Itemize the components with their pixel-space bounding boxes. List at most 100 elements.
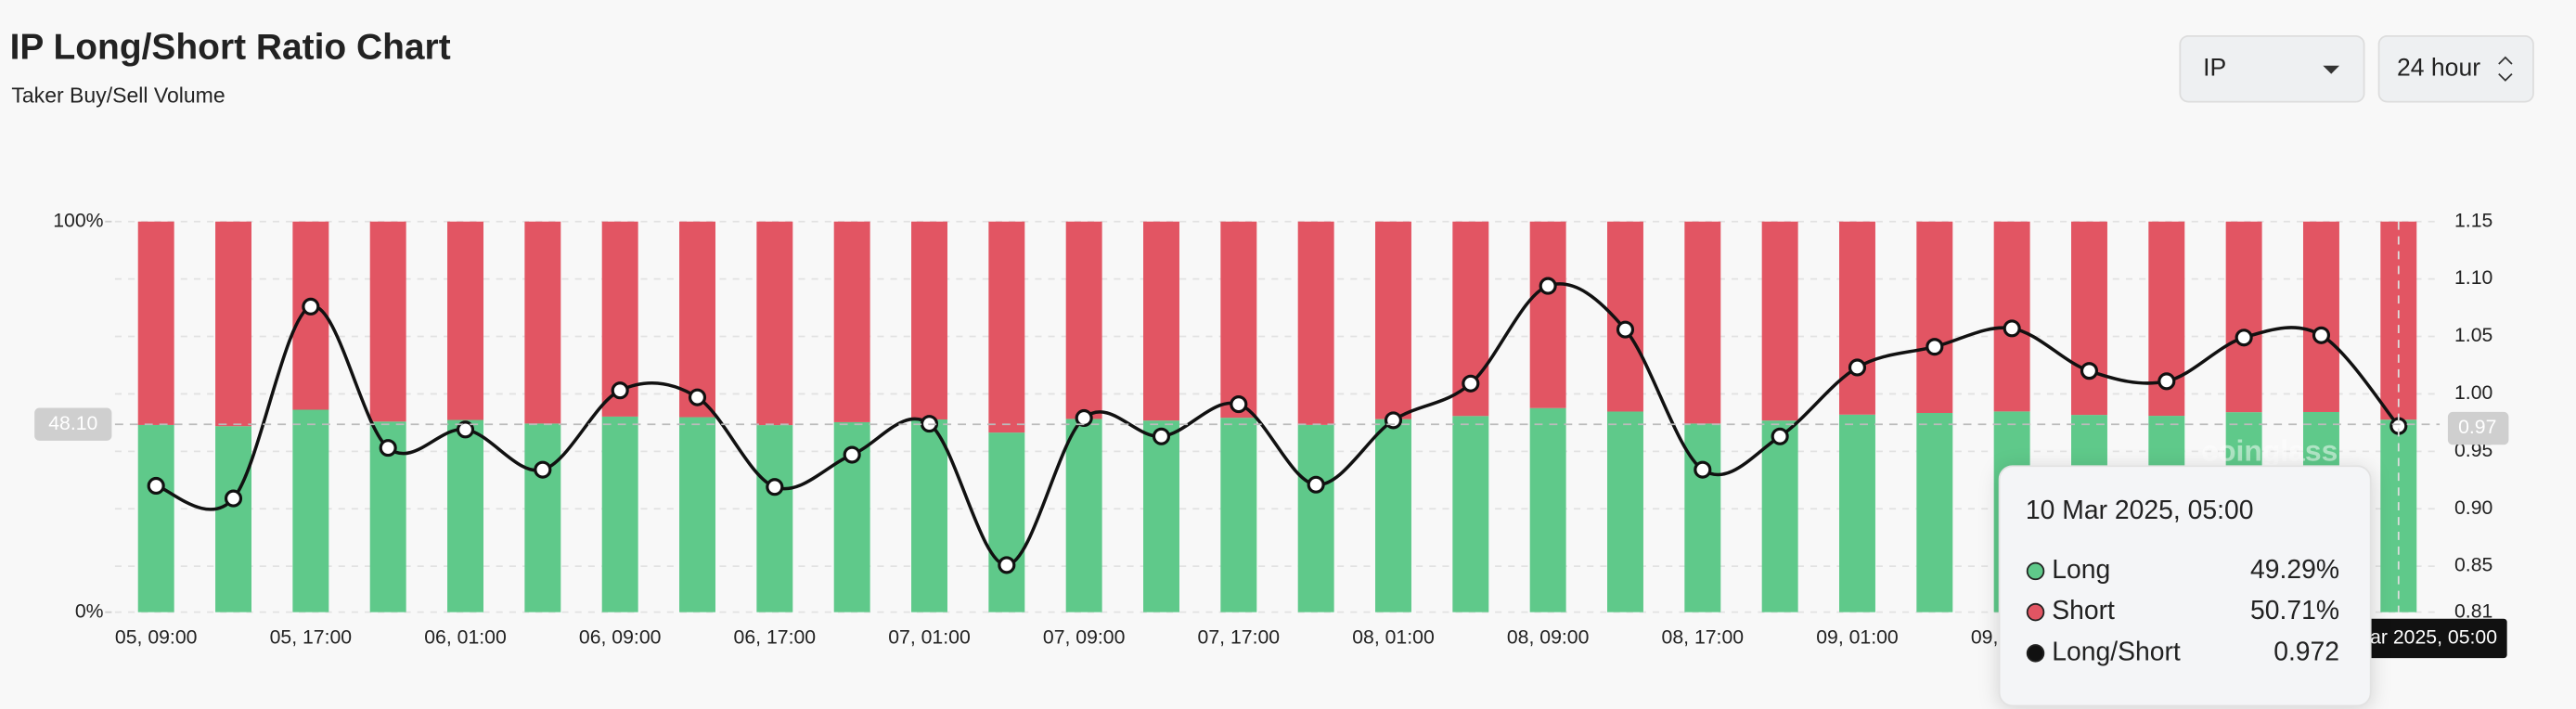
ratio-point	[1384, 411, 1403, 430]
interval-select[interactable]	[2377, 35, 2534, 103]
x-tick-label: 09, 01:00	[1816, 627, 1899, 649]
x-tick-label: 06, 17:00	[734, 627, 817, 649]
bar-segment	[1529, 407, 1566, 612]
bar-segment	[292, 221, 329, 410]
bar-segment	[292, 409, 329, 612]
bar-segment	[601, 416, 638, 612]
bar-segment	[1839, 414, 1875, 612]
x-tick-label: 06, 01:00	[424, 627, 507, 649]
bar-segment	[1684, 221, 1721, 424]
bar-segment	[679, 417, 715, 612]
x-tick-label: 08, 09:00	[1507, 627, 1590, 649]
ratio-point	[1694, 460, 1712, 479]
ratio-point	[224, 489, 243, 508]
y2-tick-label: 1.05	[2454, 325, 2492, 346]
watermark: coinglass	[2201, 434, 2338, 468]
bar-segment	[1916, 221, 1953, 413]
ratio-point	[1152, 427, 1171, 445]
bar-segment	[369, 221, 406, 422]
bar-segment	[756, 425, 793, 612]
x-tick-label: 07, 01:00	[888, 627, 971, 649]
page-title: IP Long/Short Ratio Chart	[10, 27, 451, 67]
x-tick-label: 08, 01:00	[1352, 627, 1435, 649]
y-tick-label: 100%	[53, 210, 103, 231]
y2-tick-label: 1.00	[2454, 382, 2492, 404]
ratio-point	[2312, 326, 2331, 344]
legend-entry: Long/Short	[2052, 636, 2181, 665]
bar-segment	[1761, 221, 1798, 421]
ratio-point	[1230, 395, 1248, 414]
bar-segment	[137, 424, 174, 612]
ratio-point	[2003, 319, 2021, 338]
bar-segment	[2070, 221, 2107, 416]
ratio-point	[534, 460, 552, 479]
symbol-value: IP	[2203, 53, 2226, 81]
bar-segment	[447, 419, 483, 612]
x-tick-label: 05, 09:00	[115, 627, 198, 649]
ratio-point	[456, 420, 475, 439]
crosshair-y2-label: 0.97	[2458, 417, 2496, 438]
ratio-point	[1848, 358, 1867, 377]
bar-segment	[988, 221, 1025, 433]
legend-entry: Long	[2052, 554, 2110, 584]
bar-segment	[1297, 221, 1334, 425]
ratio-point	[302, 297, 320, 316]
x-tick-label: 07, 17:00	[1198, 627, 1281, 649]
crosshair-y-badge	[34, 407, 112, 441]
bar-segment	[1452, 416, 1489, 612]
ratio-point	[2235, 329, 2253, 347]
ratio-point	[843, 445, 861, 464]
bar-segment	[1529, 221, 1566, 408]
bar-segment	[215, 221, 251, 427]
bar-segment	[1916, 412, 1953, 612]
bar-segment	[2302, 221, 2339, 412]
tooltip-value: 50.71%	[2250, 595, 2339, 625]
tooltip	[1998, 465, 2372, 707]
ratio-point	[1462, 374, 1480, 393]
interval-value: 24 hour	[2397, 53, 2480, 81]
bar-segment	[2225, 221, 2262, 413]
bar-segment	[911, 419, 947, 612]
y2-tick-label: 0.85	[2454, 555, 2492, 576]
ratio-point	[611, 381, 629, 400]
stepper-icon	[2498, 56, 2513, 82]
bar-segment	[524, 221, 561, 424]
x-tick-label: 05, 17:00	[270, 627, 353, 649]
bar-segment	[1375, 221, 1411, 419]
bar-segment	[1065, 221, 1102, 419]
bar-segment	[1839, 221, 1875, 415]
bar-segment	[988, 432, 1025, 612]
y2-tick-label: 0.90	[2454, 497, 2492, 519]
ratio-point	[998, 556, 1016, 574]
bar-segment	[911, 221, 947, 419]
ratio-point	[2080, 362, 2099, 380]
bar-segment	[1297, 424, 1334, 612]
tooltip-title: 10 Mar 2025, 05:00	[2026, 495, 2254, 524]
ratio-point	[1771, 427, 1789, 445]
ratio-point	[1539, 277, 1557, 295]
legend-swatch	[2026, 561, 2045, 581]
bar-segment	[833, 221, 870, 422]
symbol-select[interactable]	[2179, 35, 2365, 103]
ratio-point	[1307, 475, 1325, 494]
x-tick-label: 06, 09:00	[579, 627, 662, 649]
bar-segment	[1143, 221, 1179, 421]
legend-swatch	[2026, 644, 2045, 663]
y2-tick-label: 1.10	[2454, 267, 2492, 289]
tooltip-value: 49.29%	[2250, 554, 2339, 584]
x-tick-label: 08, 17:00	[1662, 627, 1745, 649]
crosshair-y-label: 48.10	[48, 413, 97, 434]
bar-segment	[1761, 420, 1798, 612]
bar-segment	[1220, 221, 1257, 419]
bar-segment	[524, 423, 561, 612]
y-tick-label: 0%	[75, 600, 104, 622]
bar-segment	[1375, 419, 1411, 612]
ratio-point	[2157, 372, 2176, 391]
bar-segment	[447, 221, 483, 420]
tooltip-value: 0.972	[2273, 636, 2339, 665]
bar-segment	[1065, 419, 1102, 612]
bar-segment	[1993, 221, 2030, 412]
legend-swatch	[2026, 602, 2045, 622]
bar-segment	[1220, 418, 1257, 612]
